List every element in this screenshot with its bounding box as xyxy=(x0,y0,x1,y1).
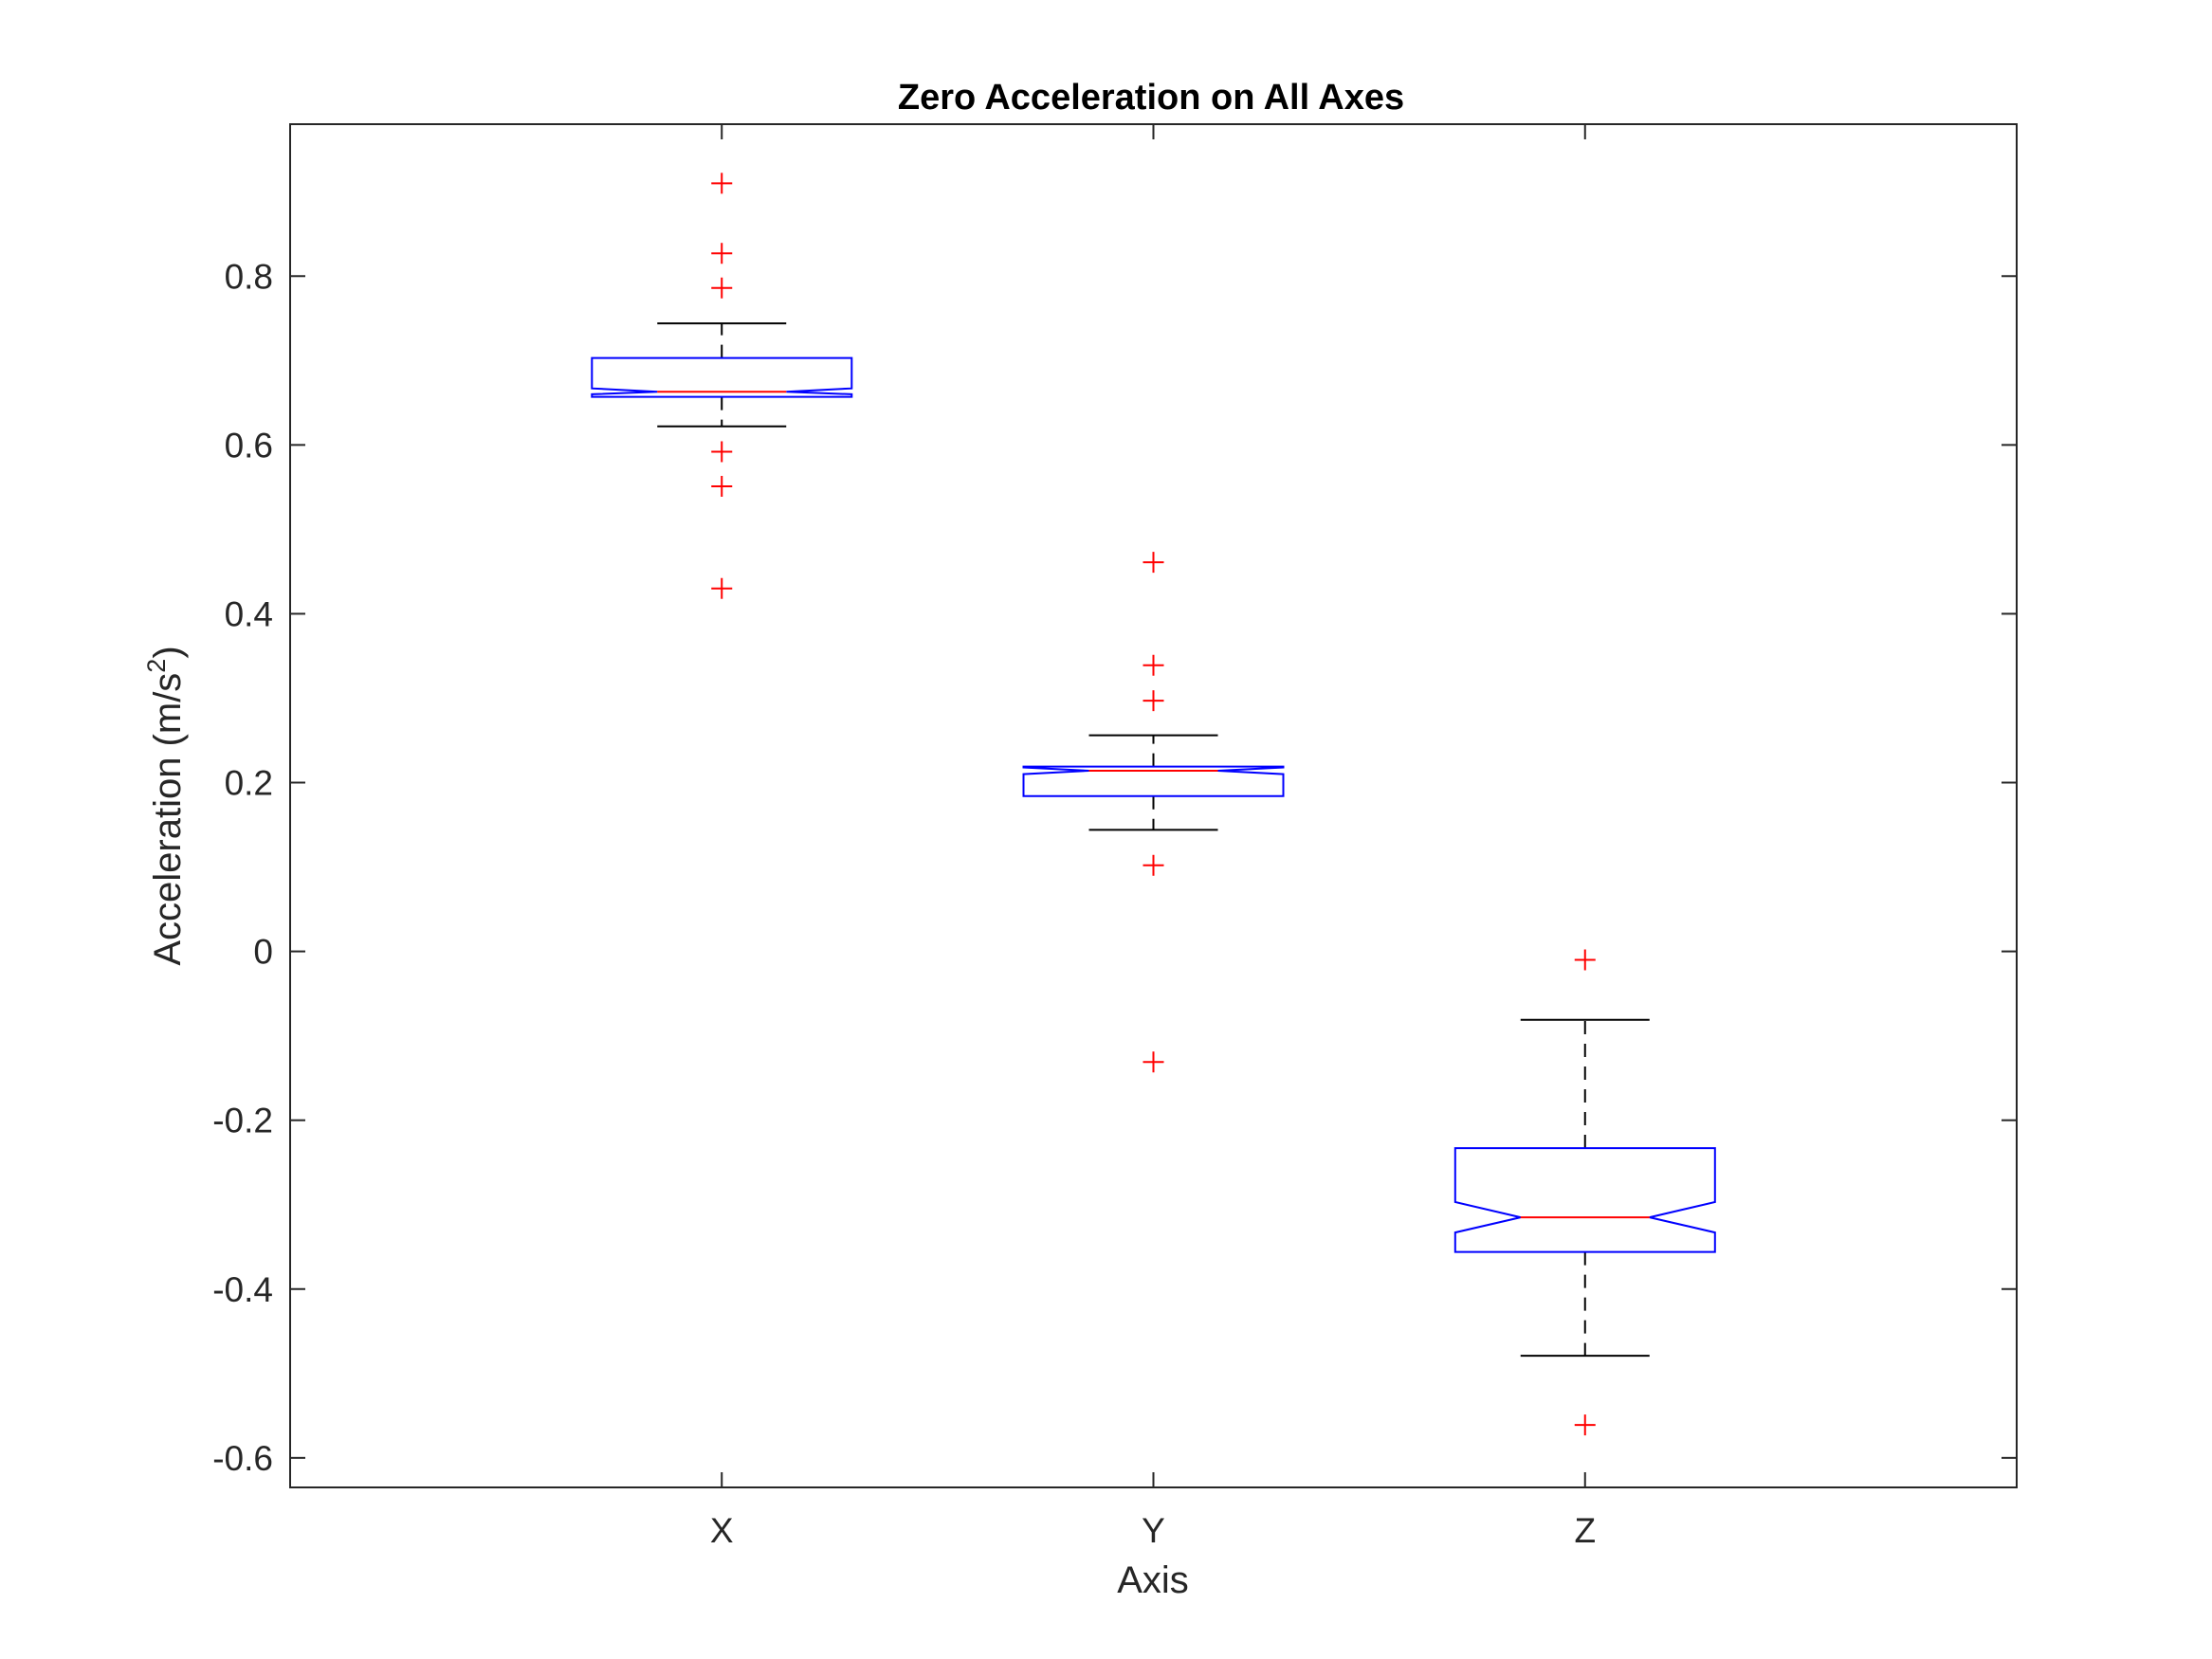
x-tick-label: Z xyxy=(1574,1511,1596,1550)
outlier-marker xyxy=(1143,552,1164,574)
box-group-y xyxy=(1022,552,1285,1073)
outlier-marker xyxy=(711,277,733,299)
box xyxy=(591,356,853,398)
plot-area xyxy=(591,173,1716,1436)
outlier-marker xyxy=(1143,654,1164,676)
outlier-marker xyxy=(1574,1414,1596,1436)
chart-title: Zero Acceleration on All Axes xyxy=(898,78,1404,118)
box xyxy=(1453,1147,1716,1253)
outlier-marker xyxy=(711,441,733,463)
y-tick-label: -0.4 xyxy=(212,1270,273,1309)
box-group-z xyxy=(1453,949,1716,1436)
y-tick-label: 0.2 xyxy=(225,764,273,803)
x-axis: X Y Z xyxy=(710,124,1596,1550)
outlier-marker xyxy=(711,243,733,264)
x-tick-label: Y xyxy=(1142,1511,1165,1550)
y-tick-label: 0.8 xyxy=(225,257,273,296)
box xyxy=(1022,765,1285,797)
y-tick-label: -0.2 xyxy=(212,1102,273,1140)
x-axis-label: Axis xyxy=(1117,1559,1189,1601)
y-tick-label: 0.6 xyxy=(225,426,273,465)
outlier-marker xyxy=(1143,690,1164,712)
x-tick-label: X xyxy=(710,1511,734,1550)
outlier-marker xyxy=(711,577,733,599)
box-group-x xyxy=(591,173,853,599)
outlier-marker xyxy=(711,475,733,497)
outlier-marker xyxy=(1143,1051,1164,1073)
y-axis: -0.6 -0.4 -0.2 0 0.2 0.4 0.6 0.8 xyxy=(212,257,2017,1478)
y-axis-label-main: Acceleration (m/s xyxy=(147,673,189,966)
y-tick-label: -0.6 xyxy=(212,1439,273,1478)
y-tick-label: 0 xyxy=(253,933,273,972)
outlier-marker xyxy=(1574,949,1596,971)
outlier-marker xyxy=(711,173,733,194)
y-axis-label-close: ) xyxy=(147,646,189,658)
y-tick-label: 0.4 xyxy=(225,594,273,633)
outlier-marker xyxy=(1143,854,1164,876)
y-axis-label: Acceleration (m/s2) xyxy=(142,646,189,965)
y-axis-label-superscript: 2 xyxy=(142,659,171,673)
